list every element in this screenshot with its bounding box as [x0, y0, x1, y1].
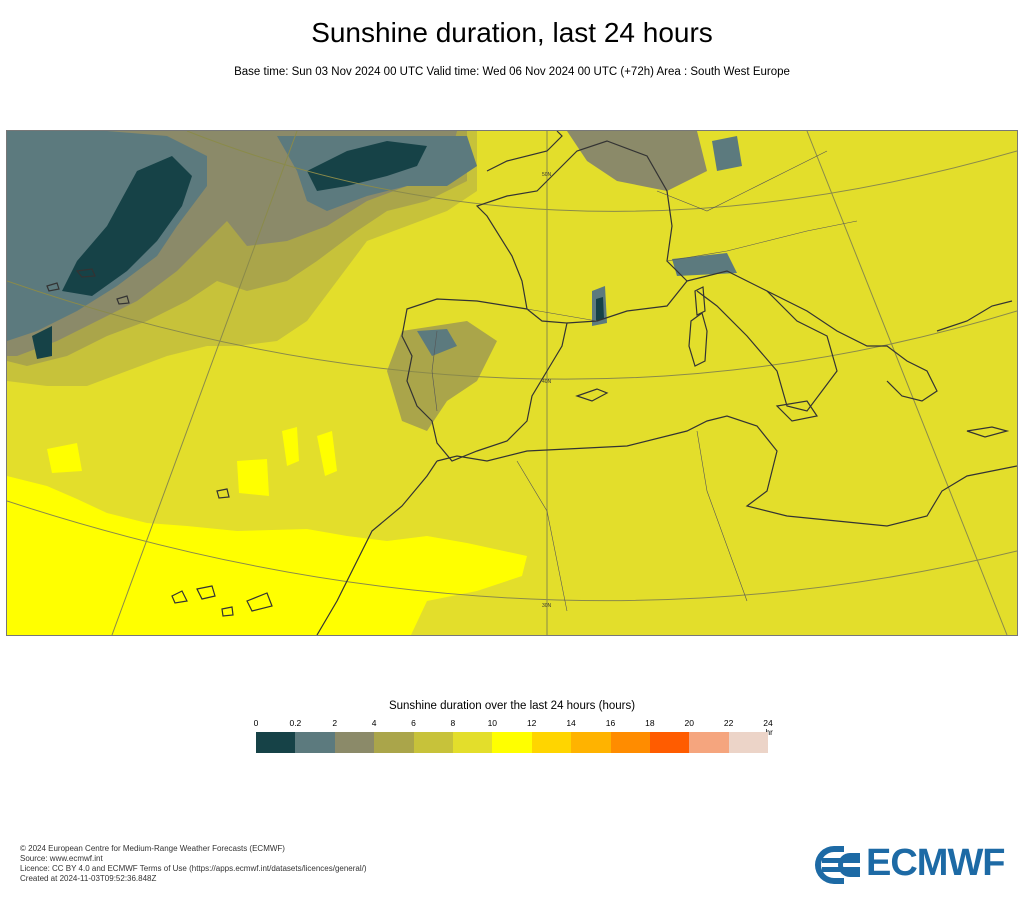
field-4-6h-iberia [387, 321, 497, 431]
legend-tick-label: 8 [450, 718, 456, 728]
border-line [516, 460, 568, 612]
page-title: Sunshine duration, last 24 hours [311, 17, 713, 48]
legend-swatch [295, 732, 335, 753]
parallel-line [7, 500, 1017, 602]
legend-tick-label: 0.2 [289, 718, 302, 728]
field-2-4h-france [567, 131, 707, 191]
field-10-12h [7, 476, 527, 635]
field-0-2-2h-alps [672, 253, 737, 276]
footer-licence: Licence: CC BY 4.0 and ECMWF Terms of Us… [20, 864, 367, 873]
legend-swatch [374, 732, 414, 753]
legend-tick-label: 18 [645, 718, 655, 728]
field-0-2-2h-germany [712, 136, 742, 171]
graticule [7, 131, 1017, 635]
coastline-sicily [775, 400, 818, 422]
coastline-crete [966, 426, 1010, 438]
coastline-balkans [766, 290, 938, 402]
legend-tick-label: 6 [411, 718, 416, 728]
legend-swatch [334, 732, 375, 753]
border-line [431, 330, 438, 412]
ecmwf-logo-mark [815, 846, 860, 884]
coastline-morocco [316, 460, 438, 635]
coastline-corsica [694, 286, 706, 316]
footer-source: Source: www.ecmwf.int [20, 854, 103, 863]
gridline-label-30n: 30N [542, 603, 552, 609]
legend-tick-label: 24 [763, 718, 773, 728]
coastlines [46, 131, 1017, 635]
graticule-labels: 50N 40N 30N [542, 172, 552, 609]
map-canvas: 50N 40N 30N [7, 131, 1017, 635]
footer-credits: © 2024 European Centre for Medium-Range … [20, 844, 367, 884]
legend-colorbar [256, 732, 769, 753]
field-0-0-2h [62, 156, 192, 296]
coastline-north-africa [436, 415, 1017, 527]
legend-swatch [531, 732, 572, 753]
coastline-france [475, 140, 688, 324]
gridline-label-50n: 50N [542, 172, 552, 178]
legend-swatch [728, 732, 769, 753]
field-10-12h-patch [47, 443, 82, 473]
border-line [666, 220, 858, 262]
coastline-madeira [216, 488, 230, 499]
border-line [696, 430, 748, 602]
field-0-2-2h-iberia [417, 329, 457, 356]
border-line [656, 150, 828, 212]
footer-copyright: © 2024 European Centre for Medium-Range … [20, 844, 285, 853]
field-10-12h-patch [317, 431, 337, 476]
legend-tick-label: 22 [723, 718, 734, 728]
legend-tick-label: 10 [487, 718, 498, 728]
legend-swatch [413, 732, 453, 753]
legend-tick-label: 14 [566, 718, 576, 728]
coastline-canaries [171, 585, 273, 617]
coastline-britain [486, 131, 563, 172]
coastline-azores [46, 268, 130, 305]
meridian-line [111, 131, 298, 635]
legend-swatch [571, 732, 611, 753]
field-10-12h-patch [237, 459, 269, 496]
legend-swatch [452, 732, 493, 753]
legend-tick-label: 2 [332, 718, 338, 728]
legend-tick-label: 0 [253, 718, 259, 728]
field-10-12h-patch [282, 427, 299, 466]
legend-swatch [649, 732, 690, 753]
legend-tick-label: 20 [684, 718, 694, 728]
country-borders [431, 150, 858, 612]
field-0-0-2h-pyrenees [596, 297, 604, 321]
meridian-line [806, 131, 1008, 635]
legend-tick-label: 12 [526, 718, 537, 728]
parallel-line [186, 131, 1017, 212]
legend-swatch [610, 732, 650, 753]
parallel-line [7, 280, 1017, 380]
footer-created: Created at 2024-11-03T09:52:36.848Z [20, 874, 157, 883]
legend-swatch [256, 732, 296, 753]
coastline-iberia [401, 298, 568, 462]
legend-tick-label: 16 [605, 718, 616, 728]
field-0-0-2h [32, 326, 52, 359]
gridline-label-40n: 40N [542, 379, 552, 385]
page-subtitle: Base time: Sun 03 Nov 2024 00 UTC Valid … [234, 66, 790, 78]
legend-tick-label: 4 [371, 718, 377, 728]
coastline-balearics [575, 388, 609, 402]
legend-ticks: 0 0.2 2 4 6 8 10 12 14 16 18 20 22 24 [253, 718, 773, 730]
legend-swatch [689, 732, 729, 753]
coastline-aegean [936, 300, 1013, 332]
legend-swatch [492, 732, 532, 753]
ecmwf-logo-text: ECMWF [866, 842, 1006, 884]
border-line [526, 308, 598, 322]
legend-title: Sunshine duration over the last 24 hours… [388, 700, 636, 712]
sunshine-map: 50N 40N 30N [6, 130, 1018, 636]
